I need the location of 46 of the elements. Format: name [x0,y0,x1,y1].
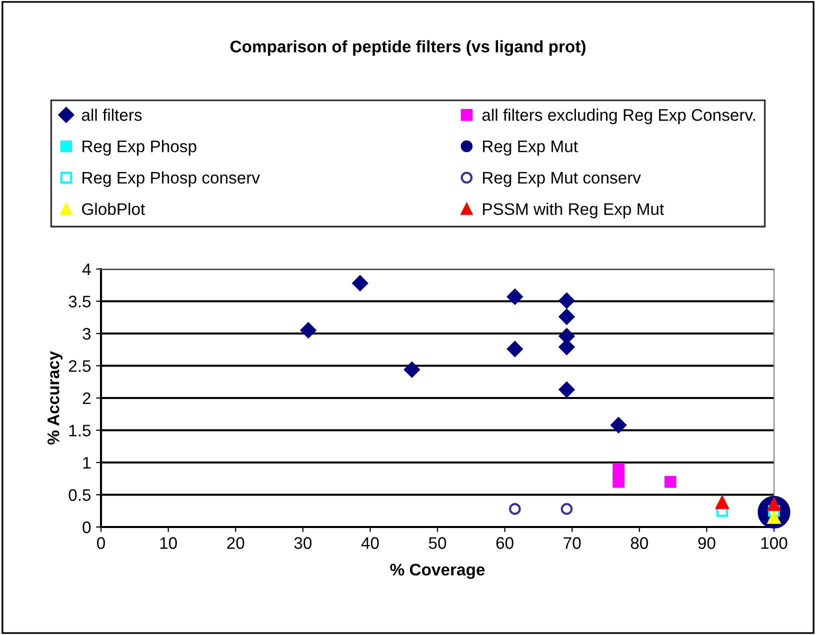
x-tick-label: 20 [227,537,244,549]
point [506,288,523,305]
legend-label: GlobPlot [82,202,145,216]
y-tick-label: 2.5 [68,360,91,372]
point [352,275,368,292]
point [558,382,575,398]
x-tick-label: 60 [496,537,514,549]
point [612,463,624,475]
y-tick-label: 1.5 [69,424,91,436]
legend-label: PSSM with Reg Exp Mut [483,202,664,218]
point [558,308,575,325]
legend-label: all filters excluding Reg Exp Conserv. [482,108,755,124]
legend-label: all filters [82,108,142,121]
x-tick-label: 70 [564,537,581,549]
x-tick-label: 50 [428,537,446,549]
y-tick-label: 1 [83,457,90,469]
point [610,417,626,434]
point [558,292,575,309]
y-tick-label: 0.5 [68,489,91,501]
legend-label: Reg Exp Phosp [82,140,196,156]
point [506,341,523,357]
x-tick-label: 10 [160,537,177,549]
y-axis-title: % Accuracy [48,351,63,445]
x-tick-label: 80 [630,537,648,549]
x-tick-label: 30 [294,537,312,549]
point [508,503,521,515]
legend-label: Reg Exp Phosp conserv [82,171,260,187]
x-tick-label: 0 [97,537,105,549]
y-tick-label: 3.5 [68,296,91,308]
x-axis-title: % Coverage [390,564,485,579]
point [664,476,676,488]
legend-label: Reg Exp Mut conserv [483,172,641,187]
y-tick-label: 4 [82,264,91,276]
x-tick-label: 40 [361,537,379,549]
chart-title: Comparison of peptide filters (vs ligand prot) [230,40,586,56]
y-tick-label: 3 [82,328,91,340]
point [716,496,729,510]
legend-label: Reg Exp Mut [483,140,578,156]
x-tick-label: 100 [761,537,788,549]
point [404,362,420,378]
y-tick-label: 0 [82,521,91,534]
point [560,503,573,515]
y-tick-label: 2 [82,392,90,404]
point [300,322,316,338]
x-tick-label: 90 [698,537,716,549]
point [767,498,781,512]
